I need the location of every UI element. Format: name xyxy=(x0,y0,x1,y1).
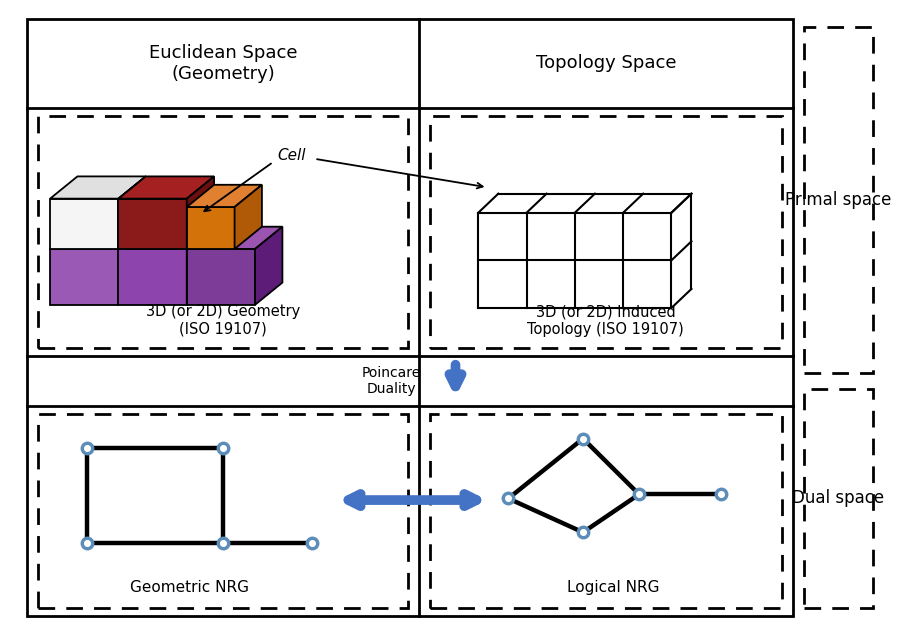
Bar xyxy=(804,27,873,373)
Polygon shape xyxy=(187,177,214,249)
Text: Geometric NRG: Geometric NRG xyxy=(129,580,249,595)
Text: Dual space: Dual space xyxy=(792,490,885,507)
Text: Primal space: Primal space xyxy=(785,191,891,209)
Polygon shape xyxy=(118,177,214,199)
Polygon shape xyxy=(187,207,235,249)
Polygon shape xyxy=(118,249,187,305)
Polygon shape xyxy=(50,177,146,199)
Polygon shape xyxy=(187,227,282,249)
Bar xyxy=(804,389,873,608)
Polygon shape xyxy=(187,249,255,305)
Bar xyxy=(430,116,782,348)
Bar xyxy=(430,414,782,608)
Text: Euclidean Space
(Geometry): Euclidean Space (Geometry) xyxy=(148,44,298,83)
Polygon shape xyxy=(255,227,282,305)
Text: Poincare
Duality: Poincare Duality xyxy=(362,366,422,396)
Text: Logical NRG: Logical NRG xyxy=(567,580,660,595)
Polygon shape xyxy=(118,177,146,249)
Bar xyxy=(38,116,408,348)
Polygon shape xyxy=(50,249,118,305)
Polygon shape xyxy=(50,199,118,249)
Text: 3D (or 2D) Geometry
(ISO 19107): 3D (or 2D) Geometry (ISO 19107) xyxy=(146,304,301,337)
Text: Topology Space: Topology Space xyxy=(536,55,676,72)
Text: 3D (or 2D) Induced
Topology (ISO 19107): 3D (or 2D) Induced Topology (ISO 19107) xyxy=(527,304,684,337)
Polygon shape xyxy=(118,227,214,249)
Bar xyxy=(27,19,793,616)
Bar xyxy=(38,414,408,608)
Polygon shape xyxy=(187,185,262,207)
Polygon shape xyxy=(187,227,214,305)
Text: Cell: Cell xyxy=(278,148,306,163)
Polygon shape xyxy=(118,199,187,249)
Polygon shape xyxy=(50,227,146,249)
Polygon shape xyxy=(235,185,262,249)
Polygon shape xyxy=(118,227,146,305)
